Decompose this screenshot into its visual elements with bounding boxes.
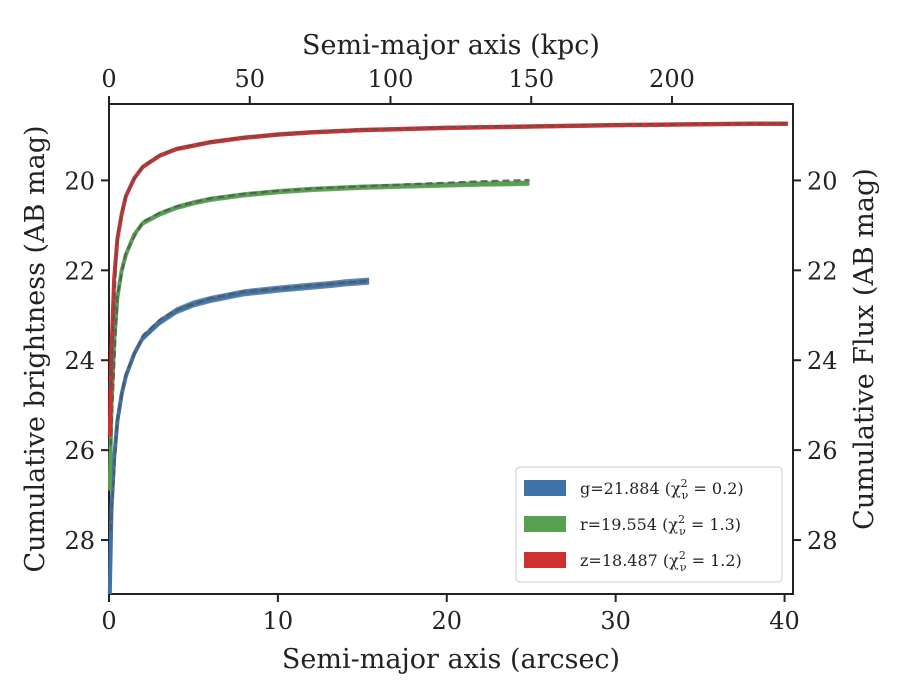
series-0-model-line — [109, 280, 370, 532]
x2-tick-label-2: 100 — [368, 65, 414, 93]
y2-tick-label-4: 28 — [807, 527, 838, 555]
legend-swatch-2 — [524, 552, 566, 568]
y-tick-label-2: 24 — [64, 347, 95, 375]
series-1-model-line — [109, 178, 530, 446]
legend-entries: g=21.884 (χ2 ν = 0.2) r=19.554 (χ2 ν = 1.3)… — [524, 477, 744, 574]
y-tick-label-3: 26 — [64, 437, 95, 465]
y2-axis-title: Cumulative Flux (AB mag) — [849, 168, 880, 530]
series-0 — [107, 277, 370, 598]
y-tick-label-0: 20 — [64, 167, 95, 195]
legend-label-0: g=21.884 (χ2 ν = 0.2) — [580, 477, 744, 502]
y-tick-label-1: 22 — [64, 257, 95, 285]
x2-tick-label-4: 200 — [649, 65, 695, 93]
legend-label-1: r=19.554 (χ2 ν = 1.3) — [580, 513, 741, 538]
x-tick-label-1: 10 — [263, 607, 294, 635]
legend-swatch-1 — [524, 516, 566, 532]
y-tick-label-4: 28 — [64, 527, 95, 555]
x-tick-label-3: 30 — [600, 607, 631, 635]
x2-axis-title: Semi-major axis (kpc) — [302, 30, 600, 61]
legend: g=21.884 (χ2 ν = 0.2) r=19.554 (χ2 ν = 1.3)… — [515, 466, 783, 583]
series-2 — [107, 121, 788, 439]
x-axis-title: Semi-major axis (arcsec) — [282, 644, 620, 675]
legend-label-2: z=18.487 (χ2 ν = 1.2) — [580, 549, 742, 574]
x-tick-label-4: 40 — [769, 607, 800, 635]
series-layer — [107, 121, 788, 598]
y2-tick-label-1: 22 — [807, 257, 838, 285]
x2-tick-label-3: 150 — [508, 65, 554, 93]
x-tick-label-0: 0 — [101, 607, 116, 635]
tick-layer: 0 10 20 30 40 0 50 100 150 200 20 20 22 22 24 24 26 26 28 2… — [64, 65, 837, 635]
x2-tick-label-1: 50 — [234, 65, 265, 93]
y2-tick-label-3: 26 — [807, 437, 838, 465]
series-2-model-line — [109, 122, 788, 388]
y2-tick-label-2: 24 — [807, 347, 838, 375]
y2-tick-label-0: 20 — [807, 167, 838, 195]
series-1 — [107, 178, 530, 494]
y-axis-title: Cumulative brightness (AB mag) — [20, 125, 51, 572]
legend-swatch-0 — [524, 480, 566, 496]
plot-area — [107, 103, 794, 598]
legend-box — [515, 466, 783, 583]
x2-tick-label-0: 0 — [101, 65, 116, 93]
x-tick-label-2: 20 — [432, 607, 463, 635]
